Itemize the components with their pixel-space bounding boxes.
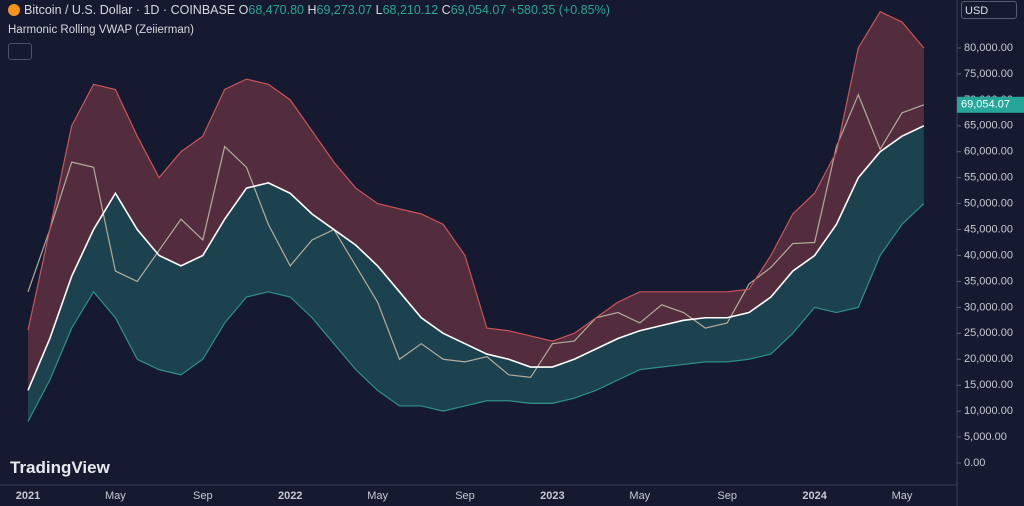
series-line	[27, 125, 925, 391]
y-tick-label: 40,000.00	[964, 249, 1013, 261]
x-tick-label: Sep	[193, 490, 213, 502]
ohlc: L	[375, 3, 383, 17]
change: +580.35 (+0.85%)	[509, 3, 610, 17]
lower-band-fill	[28, 125, 924, 422]
x-tick-label: Sep	[717, 490, 737, 502]
x-tick-label: May	[892, 490, 913, 502]
y-tick-label: 5,000.00	[964, 431, 1007, 443]
y-tick-label: 50,000.00	[964, 198, 1013, 210]
y-tick-label: 10,000.00	[964, 405, 1013, 417]
last-price-label: 69,054.07	[961, 99, 1010, 111]
y-tick-label: 45,000.00	[964, 223, 1013, 235]
currency[interactable]: USD	[961, 1, 1017, 19]
x-tick-label: May	[105, 490, 126, 502]
collapse-button[interactable]	[8, 43, 32, 60]
symbol-header: Bitcoin / U.S. Dollar · 1D · COINBASE O6…	[8, 3, 610, 17]
ohlc: 68,470.80	[248, 3, 304, 17]
ohlc: C	[441, 3, 451, 17]
y-tick-label: 35,000.00	[964, 275, 1013, 287]
symbol: Bitcoin / U.S. Dollar · 1D · COINBASE	[24, 3, 236, 17]
y-tick-label: 25,000.00	[964, 327, 1013, 339]
ohlc: O	[238, 3, 249, 17]
x-tick-label: Sep	[455, 490, 475, 502]
brand: TradingView	[10, 458, 110, 477]
y-tick-label: 60,000.00	[964, 146, 1013, 158]
y-tick-label: 15,000.00	[964, 379, 1013, 391]
series-line	[27, 203, 925, 422]
y-tick-label: 0.00	[964, 457, 985, 469]
x-tick-label: 2024	[802, 490, 827, 502]
y-tick-label: 75,000.00	[964, 68, 1013, 80]
ohlc: H	[307, 3, 317, 17]
y-tick-label: 55,000.00	[964, 172, 1013, 184]
ohlc: 68,210.12	[382, 3, 439, 17]
x-tick-label: 2021	[16, 490, 40, 502]
x-tick-label: 2023	[540, 490, 564, 502]
x-tick-label: May	[367, 490, 388, 502]
indicator-name: Harmonic Rolling VWAP (Zeiierman)	[8, 24, 194, 36]
x-tick-label: 2022	[278, 490, 302, 502]
upper-band-fill	[28, 11, 924, 391]
y-tick-label: 20,000.00	[964, 353, 1013, 365]
series-line	[27, 93, 925, 379]
series-line	[27, 10, 925, 342]
last-price-box	[957, 96, 1024, 113]
ohlc: 69,273.07	[316, 3, 373, 17]
y-tick-label: 65,000.00	[964, 120, 1013, 132]
y-tick-label: 30,000.00	[964, 301, 1013, 313]
x-tick-label: May	[629, 490, 650, 502]
ohlc: 69,054.07	[450, 3, 507, 17]
y-tick-label: 80,000.00	[964, 42, 1013, 54]
